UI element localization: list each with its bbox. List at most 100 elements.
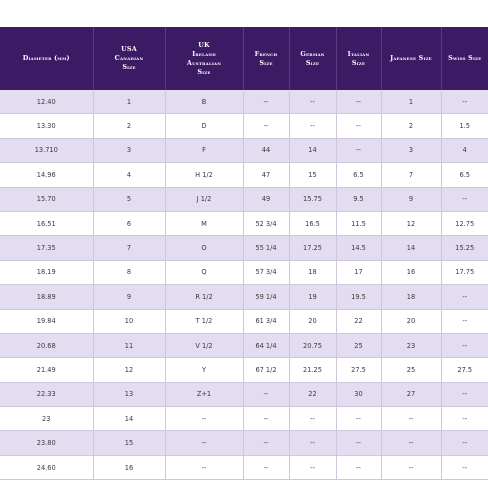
cell-uk-ireland-australian: Z+1 xyxy=(165,382,244,408)
cell-swiss: -- xyxy=(441,430,488,456)
cell-japanese: 20 xyxy=(381,309,442,334)
cell-french: -- xyxy=(243,113,290,139)
cell-italian: 17 xyxy=(336,260,382,286)
cell-german: 21.25 xyxy=(289,357,337,383)
table-row: 20.68 11 V 1/2 64 1/4 20.75 25 23 -- xyxy=(0,333,488,359)
table-row: 22.33 13 Z+1 -- 22 30 27 -- xyxy=(0,382,488,408)
cell-japanese: 7 xyxy=(381,162,442,188)
cell-italian: -- xyxy=(336,455,382,481)
table-row: 21.49 12 Y 67 1/2 21.25 27.5 25 27.5 xyxy=(0,357,488,383)
cell-usa-canadian: 3 xyxy=(93,138,166,164)
cell-german: 16.5 xyxy=(289,211,337,237)
cell-french: 52 3/4 xyxy=(243,211,290,237)
header-italian: Italian Size xyxy=(336,27,382,90)
cell-uk-ireland-australian: -- xyxy=(165,455,244,481)
cell-diameter: 17.35 xyxy=(0,235,94,261)
cell-swiss: 15.25 xyxy=(441,235,488,261)
cell-german: -- xyxy=(289,430,337,456)
cell-diameter: 13.710 xyxy=(0,138,94,164)
header-diameter: Diameter (mm) xyxy=(0,27,94,90)
cell-diameter: 20.68 xyxy=(0,333,94,359)
table-row: 19.84 10 T 1/2 61 3/4 20 22 20 -- xyxy=(0,309,488,334)
cell-usa-canadian: 13 xyxy=(93,382,166,408)
table-row: 18.19 8 Q 57 3/4 18 17 16 17.75 xyxy=(0,260,488,286)
cell-japanese: 25 xyxy=(381,357,442,383)
header-uk-ireland-australian: UK Ireland Australian Size xyxy=(165,27,244,90)
cell-uk-ireland-australian: V 1/2 xyxy=(165,333,244,359)
table-row: 18.89 9 R 1/2 59 1/4 19 19.5 18 -- xyxy=(0,284,488,310)
cell-italian: 11.5 xyxy=(336,211,382,237)
cell-italian: -- xyxy=(336,113,382,139)
table-row: 12.40 1 B -- -- -- 1 -- xyxy=(0,90,488,115)
cell-uk-ireland-australian: D xyxy=(165,113,244,139)
table-row: 23 14 -- -- -- -- -- -- xyxy=(0,406,488,432)
cell-swiss: 4 xyxy=(441,138,488,164)
cell-french: 61 3/4 xyxy=(243,309,290,334)
header-japanese: Japanese Size xyxy=(381,27,442,90)
cell-french: -- xyxy=(243,406,290,432)
cell-diameter: 19.84 xyxy=(0,309,94,334)
cell-italian: 22 xyxy=(336,309,382,334)
cell-german: 17.25 xyxy=(289,235,337,261)
cell-uk-ireland-australian: -- xyxy=(165,430,244,456)
cell-japanese: 18 xyxy=(381,284,442,310)
table-row: 24.60 16 -- -- -- -- -- -- xyxy=(0,455,488,481)
cell-diameter: 12.40 xyxy=(0,90,94,115)
cell-german: 22 xyxy=(289,382,337,408)
cell-japanese: 12 xyxy=(381,211,442,237)
cell-diameter: 18.89 xyxy=(0,284,94,310)
cell-german: 20.75 xyxy=(289,333,337,359)
cell-german: 20 xyxy=(289,309,337,334)
cell-swiss: 12.75 xyxy=(441,211,488,237)
cell-italian: 6.5 xyxy=(336,162,382,188)
cell-italian: -- xyxy=(336,138,382,164)
cell-uk-ireland-australian: M xyxy=(165,211,244,237)
cell-usa-canadian: 11 xyxy=(93,333,166,359)
cell-french: 64 1/4 xyxy=(243,333,290,359)
cell-swiss: -- xyxy=(441,406,488,432)
cell-uk-ireland-australian: F xyxy=(165,138,244,164)
table-row: 15.70 5 J 1/2 49 15.75 9.5 9 -- xyxy=(0,187,488,212)
table-row: 13.710 3 F 44 14 -- 3 4 xyxy=(0,138,488,164)
cell-usa-canadian: 1 xyxy=(93,90,166,115)
cell-french: 57 3/4 xyxy=(243,260,290,286)
cell-japanese: 9 xyxy=(381,187,442,212)
table-row: 14.96 4 H 1/2 47 15 6.5 7 6.5 xyxy=(0,162,488,188)
cell-swiss: -- xyxy=(441,284,488,310)
cell-italian: 30 xyxy=(336,382,382,408)
cell-french: 47 xyxy=(243,162,290,188)
cell-german: -- xyxy=(289,455,337,481)
cell-uk-ireland-australian: Q xyxy=(165,260,244,286)
cell-italian: 9.5 xyxy=(336,187,382,212)
cell-german: 14 xyxy=(289,138,337,164)
cell-swiss: 27.5 xyxy=(441,357,488,383)
table-body: 12.40 1 B -- -- -- 1 -- 13.30 2 D -- -- -- 2 1.5 13.710 3… xyxy=(0,90,488,481)
cell-italian: 27.5 xyxy=(336,357,382,383)
cell-diameter: 23 xyxy=(0,406,94,432)
cell-swiss: -- xyxy=(441,309,488,334)
cell-japanese: 27 xyxy=(381,382,442,408)
cell-french: -- xyxy=(243,430,290,456)
cell-german: -- xyxy=(289,113,337,139)
cell-japanese: 23 xyxy=(381,333,442,359)
cell-diameter: 13.30 xyxy=(0,113,94,139)
cell-french: 49 xyxy=(243,187,290,212)
cell-usa-canadian: 14 xyxy=(93,406,166,432)
ring-size-chart: Diameter (mm) USA Canadian Size UK Irela… xyxy=(0,27,488,481)
cell-diameter: 18.19 xyxy=(0,260,94,286)
cell-swiss: 6.5 xyxy=(441,162,488,188)
cell-swiss: -- xyxy=(441,455,488,481)
table-row: 17.35 7 O 55 1/4 17.25 14.5 14 15.25 xyxy=(0,235,488,261)
cell-diameter: 22.33 xyxy=(0,382,94,408)
header-french: French Size xyxy=(243,27,290,90)
cell-italian: 14.5 xyxy=(336,235,382,261)
cell-diameter: 23.80 xyxy=(0,430,94,456)
ring-size-table: Diameter (mm) USA Canadian Size UK Irela… xyxy=(0,27,488,481)
cell-usa-canadian: 12 xyxy=(93,357,166,383)
cell-swiss: 1.5 xyxy=(441,113,488,139)
cell-german: -- xyxy=(289,90,337,115)
cell-usa-canadian: 16 xyxy=(93,455,166,481)
cell-diameter: 14.96 xyxy=(0,162,94,188)
cell-swiss: -- xyxy=(441,333,488,359)
cell-japanese: 14 xyxy=(381,235,442,261)
